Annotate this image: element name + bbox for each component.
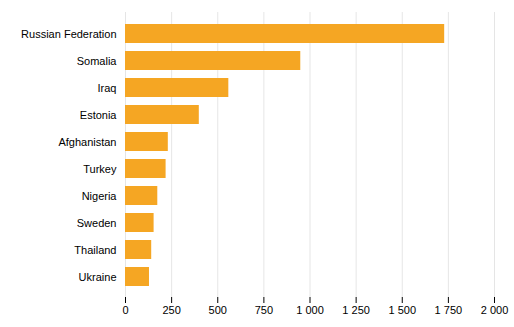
svg-text:Iraq: Iraq [98,82,117,94]
svg-text:Afghanistan: Afghanistan [58,136,116,148]
svg-text:Russian Federation: Russian Federation [21,28,116,40]
svg-text:2 000: 2 000 [481,304,509,316]
svg-text:1 750: 1 750 [435,304,463,316]
svg-text:1 250: 1 250 [342,304,370,316]
svg-text:0: 0 [122,304,128,316]
svg-text:500: 500 [209,304,227,316]
svg-text:Nigeria: Nigeria [82,190,118,202]
svg-text:Turkey: Turkey [83,163,117,175]
svg-text:Thailand: Thailand [74,244,116,256]
svg-text:1 500: 1 500 [388,304,416,316]
svg-text:1 000: 1 000 [296,304,324,316]
svg-text:Ukraine: Ukraine [79,271,117,283]
svg-text:Somalia: Somalia [77,55,118,67]
svg-text:250: 250 [162,304,180,316]
svg-text:Estonia: Estonia [80,109,118,121]
svg-text:750: 750 [255,304,273,316]
svg-text:Sweden: Sweden [77,217,117,229]
